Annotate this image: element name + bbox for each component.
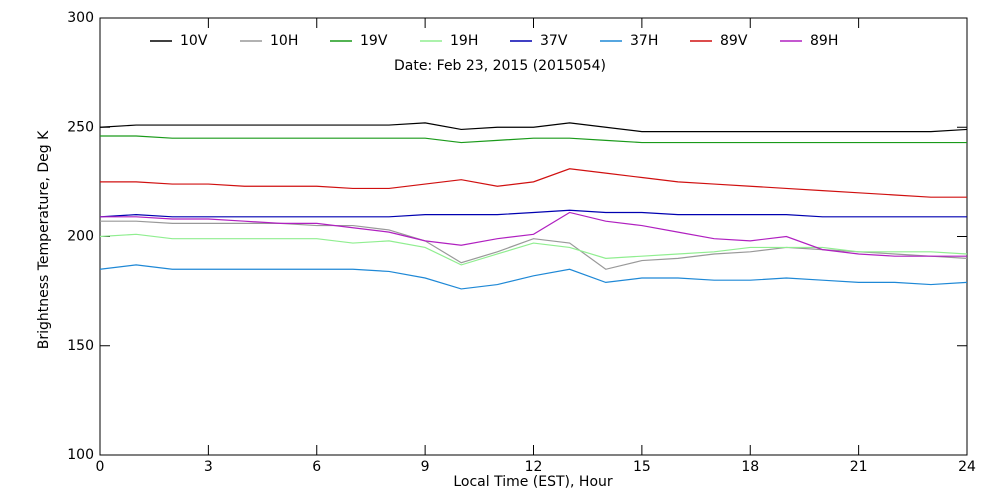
series-line: [100, 211, 967, 257]
plot-frame: [99, 17, 968, 456]
legend-label: 89V: [720, 33, 748, 49]
x-tick-label: 21: [850, 459, 868, 475]
x-tick-label: 24: [958, 459, 976, 475]
legend-label: 37V: [540, 33, 568, 49]
legend-label: 10V: [180, 33, 208, 49]
y-tick-label: 250: [67, 119, 94, 135]
legend-label: 10H: [270, 33, 298, 49]
legend-label: 89H: [810, 33, 838, 49]
series-line: [100, 135, 967, 144]
x-tick-label: 15: [633, 459, 651, 475]
x-tick-label: 6: [312, 459, 321, 475]
y-tick-label: 300: [67, 10, 94, 26]
x-tick-label: 12: [525, 459, 543, 475]
x-tick-label: 18: [741, 459, 759, 475]
y-axis-label: Brightness Temperature, Deg K: [36, 130, 52, 349]
legend-label: 19V: [360, 33, 388, 49]
series-line: [99, 233, 968, 266]
series-line: [99, 209, 967, 218]
legend-label: 19H: [450, 33, 478, 49]
chart-title: Date: Feb 23, 2015 (2015054): [394, 58, 606, 74]
series-line: [100, 220, 968, 270]
series-line: [99, 264, 968, 290]
x-tick-label: 0: [96, 459, 105, 475]
series-line: [100, 168, 967, 198]
y-tick-label: 100: [67, 447, 94, 463]
series-line: [99, 122, 968, 133]
y-tick-label: 200: [67, 229, 94, 245]
x-tick-label: 9: [421, 459, 430, 475]
x-axis-label: Local Time (EST), Hour: [453, 474, 613, 490]
x-tick-label: 3: [204, 459, 213, 475]
legend-label: 37H: [630, 33, 658, 49]
y-tick-label: 150: [67, 338, 94, 354]
